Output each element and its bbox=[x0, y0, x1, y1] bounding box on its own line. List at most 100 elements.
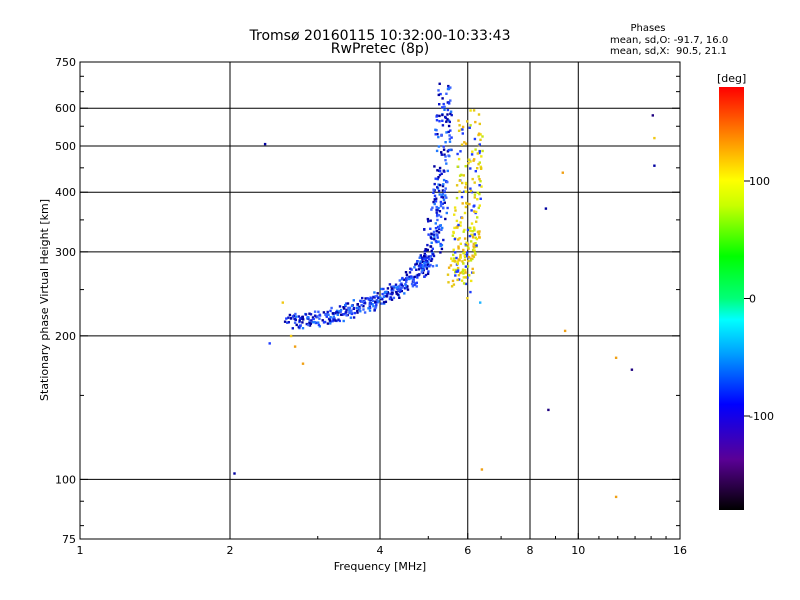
o-trace-point bbox=[423, 264, 427, 267]
o-trace-point bbox=[352, 299, 355, 302]
x-trace-point bbox=[469, 124, 472, 127]
o-trace-point bbox=[298, 325, 301, 328]
o-trace-point bbox=[381, 292, 384, 296]
o-trace-point bbox=[421, 268, 424, 272]
o-trace-point bbox=[424, 255, 427, 259]
scatter-point bbox=[561, 171, 564, 174]
o-trace-point bbox=[427, 261, 430, 264]
x-trace-point bbox=[470, 233, 473, 236]
x-trace-point bbox=[480, 155, 483, 158]
o-trace-point bbox=[447, 119, 451, 122]
x-trace-point bbox=[479, 167, 483, 170]
x-trace-point bbox=[471, 254, 474, 257]
o-trace-point bbox=[322, 321, 326, 324]
o-trace-point bbox=[382, 287, 385, 291]
x-trace-point bbox=[463, 237, 467, 240]
o-trace-point bbox=[443, 201, 446, 204]
o-trace-point bbox=[435, 208, 438, 212]
o-trace-point bbox=[438, 103, 441, 106]
o-trace-point bbox=[309, 313, 313, 316]
o-trace-point bbox=[449, 99, 452, 102]
grid-lines bbox=[80, 62, 680, 539]
x-trace-point bbox=[463, 141, 466, 144]
o-trace-point bbox=[350, 304, 354, 307]
o-trace-point bbox=[436, 218, 439, 222]
scatter-point bbox=[544, 207, 548, 210]
o-trace-point bbox=[368, 306, 372, 309]
x-trace-point bbox=[477, 163, 480, 166]
x-trace-point bbox=[462, 282, 466, 285]
o-trace-point bbox=[308, 319, 311, 323]
o-trace-point bbox=[326, 313, 329, 316]
o-trace-point bbox=[368, 302, 372, 305]
x-trace-point bbox=[453, 226, 456, 230]
x-trace-point bbox=[459, 224, 462, 227]
o-trace-point bbox=[390, 298, 394, 301]
o-trace-point bbox=[424, 273, 428, 277]
x-trace-point bbox=[453, 237, 457, 241]
y-tick-label: 500 bbox=[55, 140, 76, 153]
o-trace-point bbox=[379, 296, 382, 299]
o-trace-point bbox=[435, 264, 438, 267]
o-trace-point bbox=[441, 106, 444, 109]
x-tick-label: 4 bbox=[377, 544, 384, 557]
o-trace-point bbox=[403, 278, 406, 281]
x-trace-point bbox=[469, 257, 473, 260]
o-trace-point bbox=[339, 313, 343, 316]
o-trace-point bbox=[437, 240, 440, 243]
o-trace-point bbox=[423, 250, 427, 253]
colorbar-label: [deg] bbox=[717, 72, 746, 85]
y-tick-label: 600 bbox=[55, 102, 76, 115]
scatter-point bbox=[480, 468, 484, 471]
x-trace-point bbox=[471, 248, 475, 252]
x-trace-point bbox=[473, 229, 476, 232]
o-trace-point bbox=[388, 297, 392, 301]
o-trace-point bbox=[446, 150, 450, 153]
o-trace-point bbox=[372, 296, 375, 299]
stats-header: Phases bbox=[630, 23, 665, 34]
o-trace-point bbox=[437, 214, 441, 217]
x-tick-label: 2 bbox=[227, 544, 234, 557]
o-trace-point bbox=[419, 264, 423, 267]
x-trace-point bbox=[450, 257, 453, 260]
o-trace-point bbox=[441, 193, 444, 197]
o-trace-point bbox=[293, 321, 297, 324]
x-trace-point bbox=[464, 282, 468, 286]
o-trace-point bbox=[291, 315, 295, 318]
o-trace-point bbox=[426, 248, 429, 252]
x-trace-point bbox=[471, 257, 474, 261]
o-trace-point bbox=[449, 86, 452, 89]
o-trace-point bbox=[399, 288, 402, 292]
o-trace-point bbox=[308, 312, 311, 315]
o-trace-point bbox=[434, 200, 438, 203]
o-trace-point bbox=[447, 124, 451, 128]
x-trace-point bbox=[453, 260, 457, 263]
o-trace-point bbox=[313, 310, 317, 313]
x-trace-point bbox=[454, 271, 457, 274]
o-trace-point bbox=[339, 308, 343, 312]
x-trace-point bbox=[471, 236, 475, 239]
o-trace-point bbox=[450, 136, 453, 139]
colorbar: [deg] 100 0 -100 bbox=[717, 72, 774, 510]
o-trace-point bbox=[364, 297, 367, 300]
o-trace-point bbox=[377, 300, 380, 303]
o-trace-point bbox=[433, 165, 436, 168]
x-trace-point bbox=[458, 179, 461, 182]
o-trace-point bbox=[285, 317, 288, 320]
o-trace-point bbox=[391, 291, 394, 295]
x-trace-point bbox=[452, 248, 455, 251]
x-trace-point bbox=[473, 137, 477, 141]
x-trace-point bbox=[463, 190, 466, 193]
o-trace-point bbox=[384, 300, 388, 303]
o-trace-point bbox=[416, 260, 419, 263]
o-trace-point bbox=[388, 283, 392, 286]
o-trace-point bbox=[440, 247, 444, 251]
x-trace-point bbox=[457, 274, 461, 277]
o-trace-point bbox=[395, 290, 398, 294]
x-trace-point bbox=[459, 256, 462, 259]
o-trace-point bbox=[410, 268, 413, 271]
o-trace-point bbox=[437, 231, 441, 234]
x-trace-point bbox=[474, 236, 477, 239]
o-trace-point bbox=[413, 275, 416, 279]
o-trace-point bbox=[440, 195, 444, 199]
